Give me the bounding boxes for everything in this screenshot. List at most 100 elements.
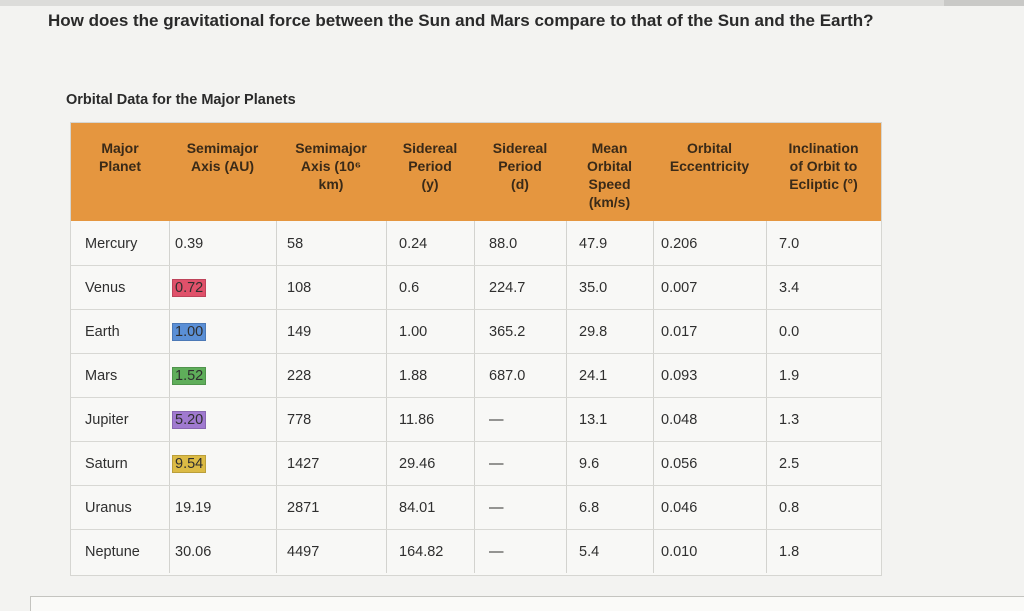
- cell-value: 29.8: [579, 324, 608, 340]
- header-line: Axis (AU): [190, 158, 254, 174]
- cell-value: 0.010: [661, 544, 698, 560]
- cell-value: 108: [287, 280, 312, 296]
- header-cell: Major Planet: [71, 139, 169, 175]
- table-cell: 687.0: [489, 368, 525, 384]
- table-cell: 0.8: [779, 500, 799, 516]
- table-cell: 0.39: [175, 236, 203, 252]
- header-line: Semimajor: [295, 140, 367, 156]
- table-cell: 88.0: [489, 236, 517, 252]
- table-cell: 2.5: [779, 456, 799, 472]
- cell-value: 1.00: [172, 323, 207, 341]
- cell-value: Uranus: [85, 500, 132, 516]
- cell-value: 1.8: [779, 544, 800, 560]
- window-top-strip: [0, 0, 1024, 6]
- cell-value: 1.3: [779, 412, 800, 428]
- planet-name-cell: Mars: [85, 368, 117, 384]
- cell-value: —: [489, 412, 504, 428]
- row-divider: [71, 441, 881, 442]
- cell-value: 1.88: [399, 368, 428, 384]
- cell-value: 30.06: [175, 544, 212, 560]
- table-cell: 164.82: [399, 544, 443, 560]
- table-cell: 29.46: [399, 456, 435, 472]
- row-divider: [71, 397, 881, 398]
- table-cell: 1.8: [779, 544, 799, 560]
- cell-value: Mercury: [85, 236, 138, 252]
- cell-value: 1.00: [399, 324, 428, 340]
- header-line: Speed: [588, 176, 631, 192]
- planet-name-cell: Mercury: [85, 236, 137, 252]
- cell-value: 0.0: [779, 324, 800, 340]
- table-cell: 1.00: [399, 324, 427, 340]
- cell-value: 0.39: [175, 236, 204, 252]
- table-cell: 778: [287, 412, 311, 428]
- cell-value: 0.8: [779, 500, 800, 516]
- table-cell: 0.017: [661, 324, 697, 340]
- header-line: Planet: [98, 158, 141, 174]
- header-line: Sidereal: [492, 140, 548, 156]
- table-cell: 30.06: [175, 544, 211, 560]
- header-cell: Sidereal Period (y): [386, 139, 474, 193]
- cell-value: 1.52: [172, 367, 207, 385]
- tab-corner: [944, 0, 1024, 6]
- cell-value: 5.20: [172, 411, 207, 429]
- table-cell: 5.20: [172, 411, 207, 429]
- table-cell: 0.206: [661, 236, 697, 252]
- header-line: Eccentricity: [669, 158, 750, 174]
- table-cell: 0.6: [399, 280, 419, 296]
- cell-value: Venus: [85, 280, 126, 296]
- table-cell: 0.007: [661, 280, 697, 296]
- cell-value: —: [489, 544, 504, 560]
- planet-name-cell: Uranus: [85, 500, 132, 516]
- table-cell: 5.4: [579, 544, 599, 560]
- table-cell: 2871: [287, 500, 319, 516]
- header-line: (d): [511, 176, 529, 192]
- cell-value: 47.9: [579, 236, 608, 252]
- cell-value: 0.24: [399, 236, 428, 252]
- table-cell: 84.01: [399, 500, 435, 516]
- cell-value: 164.82: [399, 544, 444, 560]
- header-line: Ecliptic (°): [789, 176, 858, 192]
- cell-value: Mars: [85, 368, 118, 384]
- cell-value: —: [489, 500, 504, 516]
- table-cell: 3.4: [779, 280, 799, 296]
- table-cell: 19.19: [175, 500, 211, 516]
- table-cell: 0.0: [779, 324, 799, 340]
- cell-value: 2871: [287, 500, 320, 516]
- cell-value: 0.007: [661, 280, 698, 296]
- table-cell: —: [489, 456, 504, 472]
- cell-value: 11.86: [399, 412, 435, 428]
- header-line: Orbital: [586, 158, 633, 174]
- header-line: Semimajor: [186, 140, 259, 156]
- cell-value: 0.017: [661, 324, 698, 340]
- planet-name-cell: Jupiter: [85, 412, 129, 428]
- cell-value: Earth: [85, 324, 120, 340]
- cell-value: 4497: [287, 544, 320, 560]
- cell-value: 13.1: [579, 412, 608, 428]
- cell-value: 5.4: [579, 544, 600, 560]
- cell-value: 0.093: [661, 368, 698, 384]
- table-cell: —: [489, 412, 504, 428]
- cell-value: 1427: [287, 456, 320, 472]
- table-cell: —: [489, 500, 504, 516]
- table-cell: 1.9: [779, 368, 799, 384]
- header-line: Axis (10⁶: [300, 158, 362, 174]
- answer-area[interactable]: [30, 596, 1024, 611]
- cell-value: Jupiter: [85, 412, 129, 428]
- cell-value: 0.72: [172, 279, 207, 297]
- table-cell: 1427: [287, 456, 319, 472]
- table-cell: 224.7: [489, 280, 525, 296]
- header-line: km): [318, 176, 344, 192]
- table-cell: 13.1: [579, 412, 607, 428]
- table-cell: 1.52: [172, 367, 207, 385]
- cell-value: 84.01: [399, 500, 436, 516]
- table-cell: 58: [287, 236, 303, 252]
- table-cell: 7.0: [779, 236, 799, 252]
- planet-name-cell: Neptune: [85, 544, 140, 560]
- table-cell: 4497: [287, 544, 319, 560]
- cell-value: 2.5: [779, 456, 800, 472]
- table-cell: 9.54: [172, 455, 207, 473]
- cell-value: 228: [287, 368, 312, 384]
- table-cell: 11.86: [399, 412, 434, 428]
- table-header: Major Planet Semimajor Axis (AU) Semimajor Ax…: [71, 123, 881, 221]
- row-divider: [71, 353, 881, 354]
